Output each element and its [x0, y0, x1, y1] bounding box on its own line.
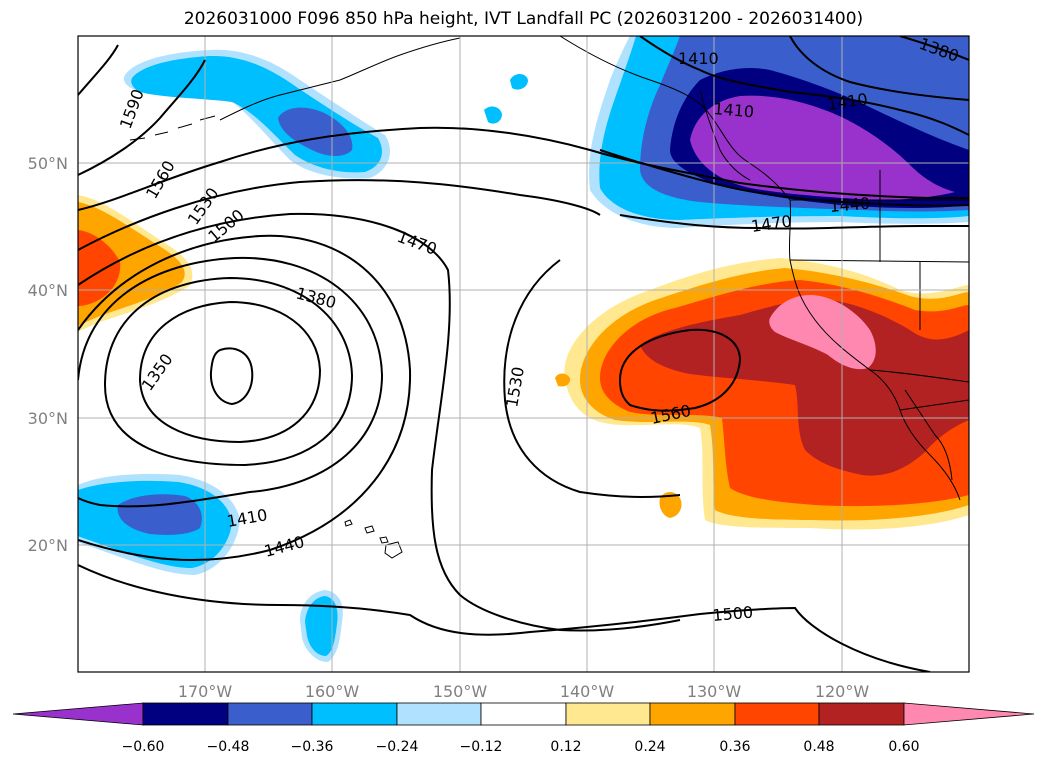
alaska-coast: [219, 37, 461, 121]
colorbar-cell-5: [480, 702, 567, 726]
contour-1380-ne: [899, 36, 969, 61]
colorbar-cell-9: [818, 702, 905, 726]
colorbar-cell-7: [649, 702, 736, 726]
colorbar-extend-low: [12, 702, 144, 726]
shade-neg-0.24-n2: [510, 74, 528, 90]
contour-1410: [78, 256, 384, 508]
hawaii-3: [379, 536, 389, 544]
map-title: 2026031000 F096 850 hPa height, IVT Land…: [183, 9, 864, 29]
gridlines: [78, 36, 969, 672]
latitude-labels: 50°N 40°N 30°N 20°N: [28, 154, 68, 555]
colorbar-label-10: 0.60: [888, 739, 919, 755]
negative-anomaly-northeast: [589, 36, 969, 228]
colorbar-label-6: 0.12: [550, 739, 581, 755]
hawaii-1: [344, 519, 353, 527]
shade-neg-0.24-n3: [484, 106, 502, 124]
contour-label-1440-ne: 1440: [829, 194, 871, 216]
colorbar-label-9: 0.48: [803, 739, 834, 755]
contour-low-center: [209, 347, 254, 406]
lat-label-50n: 50°N: [28, 154, 68, 173]
lon-label-160w: 160°W: [305, 682, 360, 701]
colorbar: [12, 702, 1035, 726]
colorbar-cell-1: [142, 702, 229, 726]
island-coast-1: [699, 89, 751, 181]
lon-label-140w: 140°W: [560, 682, 615, 701]
lat-label-30n: 30°N: [28, 409, 68, 428]
shade-0.60: [769, 294, 876, 370]
contour-1500: [78, 179, 931, 672]
shade-0.24-islet: [659, 492, 682, 518]
contour-1470-ne: [619, 214, 969, 230]
contour-1590: [78, 44, 119, 96]
shade-0.48: [640, 299, 969, 476]
hawaii-2: [364, 525, 375, 534]
colorbar-cell-2: [227, 702, 313, 726]
lon-label-170w: 170°W: [178, 682, 233, 701]
colorbar-label-5: −0.12: [460, 739, 503, 755]
lon-label-150w: 150°W: [433, 682, 488, 701]
colorbar-cell-4: [396, 702, 482, 726]
state-border-3: [869, 369, 969, 383]
colorbar-label-7: 0.24: [634, 739, 665, 755]
contour-1350: [138, 300, 322, 444]
colorbar-extend-high: [903, 702, 1035, 726]
colorbar-cell-3: [311, 702, 398, 726]
shade-0.24-islet-2: [555, 373, 571, 387]
colorbar-label-8: 0.36: [719, 739, 750, 755]
contour-1530: [78, 126, 969, 498]
contour-1560: [78, 59, 742, 412]
shade-neg-0.36-sw: [117, 494, 202, 535]
map-area: [78, 36, 969, 672]
map-frame: [77, 35, 970, 673]
colorbar-label-1: −0.60: [122, 739, 165, 755]
shade-0.36-w: [78, 230, 121, 306]
baja-coast: [904, 389, 953, 481]
longitude-labels: 170°W 160°W 150°W 140°W 130°W 120°W: [178, 682, 870, 701]
lon-label-120w: 120°W: [815, 682, 870, 701]
colorbar-labels: −0.60 −0.48 −0.36 −0.24 −0.12 0.12 0.24 …: [122, 739, 920, 755]
contour-1440: [78, 234, 412, 562]
colorbar-label-3: −0.36: [291, 739, 334, 755]
shade-neg-0.24-s: [305, 596, 338, 656]
height-contours: [78, 36, 969, 672]
lon-label-130w: 130°W: [687, 682, 742, 701]
contour-label-1410-ne1: 1410: [678, 49, 719, 68]
contour-label-1410-ne2: 1410: [713, 99, 755, 121]
lat-label-20n: 20°N: [28, 536, 68, 555]
contour-1410-n: [789, 36, 969, 101]
contour-1410-ne: [639, 36, 969, 136]
state-border-4: [899, 399, 969, 411]
colorbar-cell-6: [565, 702, 651, 726]
hawaii-4: [384, 541, 403, 559]
colorbar-label-2: −0.48: [207, 739, 250, 755]
colorbar-label-4: −0.24: [376, 739, 419, 755]
colorbar-cell-8: [734, 702, 820, 726]
contour-1380: [103, 276, 354, 467]
contour-label-1500-s: 1500: [712, 603, 754, 625]
contour-1440-ne: [599, 149, 969, 207]
shade-neg-0.36-n: [278, 107, 353, 156]
shade-neg-0.60: [690, 95, 955, 200]
lat-label-40n: 40°N: [28, 281, 68, 300]
